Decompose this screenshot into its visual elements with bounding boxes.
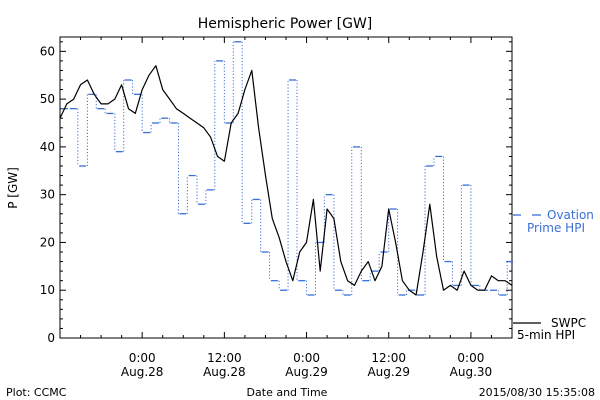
legend-swpc-label: 5-min HPI bbox=[517, 328, 575, 342]
x-tick-date: Aug.28 bbox=[203, 365, 246, 379]
x-axis-label: Date and Time bbox=[247, 386, 328, 399]
y-tick-label: 20 bbox=[40, 235, 55, 249]
legend-swpc-label: SWPC bbox=[551, 316, 586, 330]
legend-ovation-label: Prime HPI bbox=[527, 221, 585, 235]
y-tick-label: 50 bbox=[40, 92, 55, 106]
ovation-series bbox=[60, 41, 514, 296]
swpc-series bbox=[59, 65, 513, 296]
x-tick-date: Aug.29 bbox=[285, 365, 328, 379]
x-tick-time: 0:00 bbox=[129, 351, 156, 365]
plot-credit: Plot: CCMC bbox=[6, 386, 67, 399]
x-tick-time: 12:00 bbox=[371, 351, 406, 365]
legend-ovation-label: Ovation bbox=[547, 208, 594, 222]
x-tick-time: 0:00 bbox=[293, 351, 320, 365]
axes: 01020304050600:00Aug.2812:00Aug.280:00Au… bbox=[40, 36, 513, 379]
x-tick-date: Aug.30 bbox=[450, 365, 493, 379]
y-tick-label: 30 bbox=[40, 188, 55, 202]
swpc-line bbox=[59, 65, 513, 296]
chart-title: Hemispheric Power [GW] bbox=[198, 16, 373, 32]
plot-timestamp: 2015/08/30 15:35:08 bbox=[479, 386, 595, 399]
y-tick-label: 0 bbox=[47, 331, 55, 345]
y-tick-label: 40 bbox=[40, 140, 55, 154]
x-tick-time: 12:00 bbox=[207, 351, 242, 365]
x-tick-date: Aug.29 bbox=[367, 365, 410, 379]
y-tick-label: 10 bbox=[40, 283, 55, 297]
x-tick-time: 0:00 bbox=[457, 351, 484, 365]
y-axis-label: P [GW] bbox=[6, 167, 20, 209]
x-tick-date: Aug.28 bbox=[121, 365, 164, 379]
y-tick-label: 60 bbox=[40, 44, 55, 58]
plot-frame bbox=[59, 36, 513, 339]
